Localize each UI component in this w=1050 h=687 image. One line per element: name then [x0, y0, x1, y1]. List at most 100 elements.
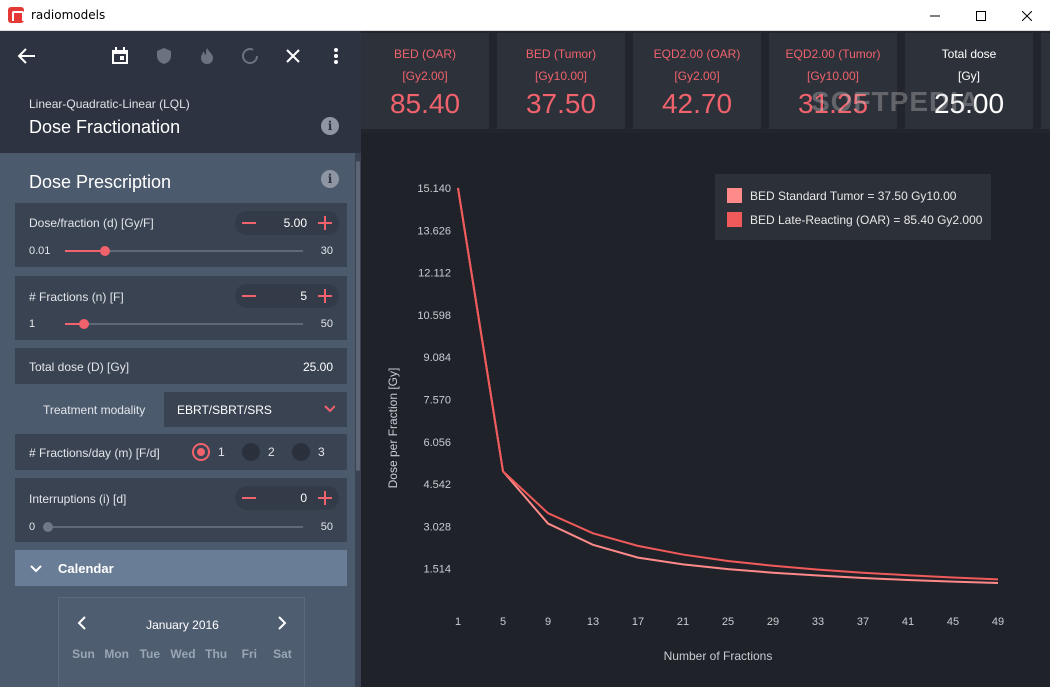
fractions-slider-thumb[interactable] [79, 319, 90, 329]
dose-slider-fill [65, 250, 106, 252]
prescription-title: Dose Prescription [29, 172, 172, 192]
x-tick-label: 29 [767, 616, 779, 628]
weekday-label: Fri [241, 647, 257, 661]
y-axis-label: Dose per Fraction [Gy] [386, 368, 400, 489]
model-subtitle: Linear-Quadratic-Linear (LQL) [29, 97, 190, 111]
interruptions-slider-max: 50 [320, 521, 333, 533]
metric-overflow [1041, 33, 1050, 129]
fractions-decrement-button[interactable] [241, 288, 257, 304]
legend-label-tumor: BED Standard Tumor = 37.50 Gy10.00 [750, 189, 957, 203]
app-toolbar [0, 31, 361, 81]
left-panel: Linear-Quadratic-Linear (LQL) Dose Fract… [0, 31, 361, 687]
dose-increment-button[interactable] [317, 215, 333, 231]
maximize-icon [976, 10, 986, 21]
interruptions-slider-min: 0 [29, 521, 36, 533]
fractions-slider-track[interactable] [65, 323, 303, 325]
window-title: radiomodels [31, 8, 106, 22]
fractions-per-day-radio-1[interactable] [192, 443, 210, 461]
dose-decrement-button[interactable] [241, 215, 257, 231]
total-dose-card: Total dose (D) [Gy] 25.00 [15, 348, 347, 384]
interruptions-label: Interruptions (i) [d] [29, 492, 127, 506]
x-axis-label: Number of Fractions [664, 649, 773, 663]
close-icon [286, 49, 300, 63]
interruptions-slider-thumb[interactable] [43, 522, 53, 532]
metric-bed-oar: BED (OAR) [Gy2.00] 85.40 [361, 33, 489, 129]
metric-name: EQD2.00 (OAR) [653, 47, 741, 61]
interruptions-slider-track[interactable] [48, 526, 303, 528]
interruptions-increment-button[interactable] [317, 490, 333, 506]
legend-swatch-tumor [727, 188, 742, 203]
y-tick-label: 3.028 [423, 521, 451, 533]
shield-button[interactable] [152, 44, 176, 68]
flame-button[interactable] [195, 44, 219, 68]
chevron-left-icon[interactable] [75, 615, 91, 631]
minimize-button[interactable] [912, 0, 958, 31]
y-tick-label: 6.056 [423, 437, 451, 449]
weekday-label: Sun [72, 647, 95, 661]
series-line-oar [457, 187, 999, 581]
fractions-increment-button[interactable] [317, 288, 333, 304]
chevron-right-icon[interactable] [273, 615, 289, 631]
dose-slider-thumb[interactable] [100, 246, 111, 256]
fractions-per-day-radio-2[interactable] [242, 443, 260, 461]
modality-value: EBRT/SBRT/SRS [177, 403, 272, 417]
metric-unit: [Gy10.00] [806, 69, 860, 83]
metric-value: 25.00 [933, 88, 1005, 119]
chevron-down-icon [30, 565, 42, 573]
x-tick-label: 49 [992, 616, 1004, 628]
weekday-label: Thu [205, 647, 228, 661]
dose-per-fraction-value[interactable]: 5.00 [283, 216, 307, 230]
shield-icon [157, 48, 171, 64]
legend-swatch-oar [727, 212, 742, 227]
total-dose-label: Total dose (D) [Gy] [29, 360, 130, 374]
close-window-icon [1022, 10, 1032, 21]
back-button[interactable] [15, 44, 39, 68]
fractions-value[interactable]: 5 [300, 289, 307, 303]
app-logo-icon [8, 7, 24, 23]
dose-slider-min: 0.01 [29, 245, 51, 257]
dose-per-fraction-card: Dose/fraction (d) [Gy/F] 5.00 0.01 30 [15, 203, 347, 267]
x-tick-label: 33 [812, 616, 824, 628]
weekday-label: Tue [139, 647, 161, 661]
calendar-title: Calendar [58, 561, 114, 576]
interruptions-value[interactable]: 0 [300, 491, 307, 505]
fractions-stepper: 5 [235, 284, 339, 308]
more-options-button[interactable] [324, 44, 348, 68]
x-tick-label: 13 [587, 616, 599, 628]
left-scrollbar-thumb[interactable] [356, 161, 360, 471]
modality-label: Treatment modality [43, 403, 146, 417]
series-line-tumor [457, 187, 999, 585]
legend-label-oar: BED Late-Reacting (OAR) = 85.40 Gy2.000 [750, 213, 983, 227]
info-icon[interactable]: i [321, 117, 339, 135]
minimize-icon [930, 15, 940, 16]
more-vert-icon [334, 48, 338, 64]
window-controls [912, 0, 1050, 31]
metric-eqd2-oar: EQD2.00 (OAR) [Gy2.00] 42.70 [633, 33, 761, 129]
dose-slider-max: 30 [320, 245, 333, 257]
modality-select[interactable]: EBRT/SBRT/SRS [164, 392, 347, 427]
results-panel: BED (OAR) [Gy2.00] 85.40 BED (Tumor) [Gy… [361, 31, 1050, 687]
back-arrow-icon [17, 48, 35, 64]
interruptions-decrement-button[interactable] [241, 490, 257, 506]
legend-background [715, 174, 991, 240]
calendar-button[interactable] [108, 44, 132, 68]
title-bar: radiomodels [0, 0, 1050, 31]
x-tick-label: 21 [677, 616, 689, 628]
close-button[interactable] [281, 44, 305, 68]
y-tick-label: 1.514 [423, 564, 451, 576]
calendar-section-header[interactable]: Calendar [15, 550, 347, 586]
refresh-button[interactable] [238, 44, 262, 68]
metric-value: 37.50 [525, 88, 597, 119]
prescription-info-icon[interactable]: i [321, 170, 339, 188]
fractions-per-day-radio-3[interactable] [292, 443, 310, 461]
calendar-weekdays: Sun Mon Tue Wed Thu Fri Sat [67, 647, 299, 661]
watermark: SOFTPEDIA [811, 86, 981, 117]
model-title: Dose Fractionation [29, 117, 181, 137]
metric-value: 31.25 [797, 88, 869, 119]
maximize-button[interactable] [958, 0, 1004, 31]
metric-value: 85.40 [389, 88, 461, 119]
y-tick-label: 10.598 [417, 310, 451, 322]
close-window-button[interactable] [1004, 0, 1050, 31]
dose-slider-track[interactable] [65, 250, 303, 252]
weekday-label: Mon [104, 647, 129, 661]
